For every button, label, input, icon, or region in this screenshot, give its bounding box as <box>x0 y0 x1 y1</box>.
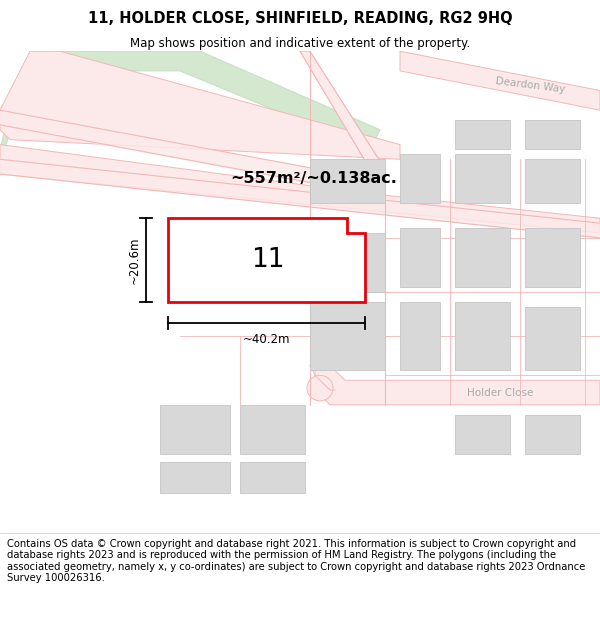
Bar <box>525 307 580 371</box>
Bar <box>310 233 385 292</box>
Bar <box>160 405 230 454</box>
Text: 11: 11 <box>251 247 284 273</box>
Polygon shape <box>400 51 600 110</box>
Bar <box>400 302 440 371</box>
Bar <box>525 120 580 149</box>
Text: ~557m²/~0.138ac.: ~557m²/~0.138ac. <box>230 171 397 186</box>
Bar <box>400 154 440 204</box>
Bar <box>525 228 580 287</box>
Bar <box>525 414 580 454</box>
Polygon shape <box>0 51 380 169</box>
Circle shape <box>307 376 333 401</box>
Text: ~40.2m: ~40.2m <box>243 333 290 346</box>
Polygon shape <box>0 51 400 159</box>
Bar <box>455 302 510 371</box>
Bar <box>455 120 510 149</box>
Text: Holder Close: Holder Close <box>467 388 533 398</box>
Text: Map shows position and indicative extent of the property.: Map shows position and indicative extent… <box>130 37 470 50</box>
Polygon shape <box>300 51 385 169</box>
Text: Deardon Way: Deardon Way <box>494 76 565 95</box>
Bar <box>455 414 510 454</box>
Bar <box>240 462 305 493</box>
Bar <box>160 462 230 493</box>
Bar <box>525 159 580 204</box>
Polygon shape <box>0 144 600 233</box>
Bar <box>455 154 510 204</box>
Text: Contains OS data © Crown copyright and database right 2021. This information is : Contains OS data © Crown copyright and d… <box>7 539 586 583</box>
Bar <box>400 228 440 287</box>
Text: 11, HOLDER CLOSE, SHINFIELD, READING, RG2 9HQ: 11, HOLDER CLOSE, SHINFIELD, READING, RG… <box>88 11 512 26</box>
Text: ~20.6m: ~20.6m <box>128 236 141 284</box>
Polygon shape <box>168 218 365 302</box>
Bar <box>310 159 385 204</box>
Bar <box>240 405 305 454</box>
Bar <box>455 228 510 287</box>
Bar <box>310 302 385 371</box>
Polygon shape <box>315 366 600 405</box>
